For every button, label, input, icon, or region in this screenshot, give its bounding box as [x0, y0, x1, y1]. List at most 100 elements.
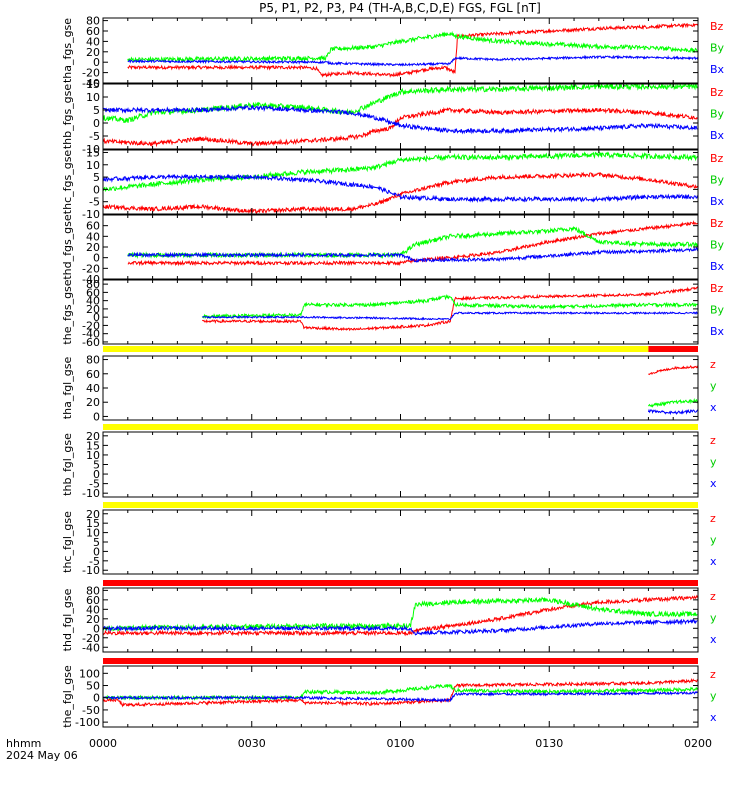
status-segment-bad — [103, 580, 698, 586]
y-tick-label: 40 — [86, 603, 100, 616]
y-axis-label: thd_fgs_gse — [61, 214, 74, 280]
legend-entry: x — [710, 401, 717, 414]
y-tick-label: 60 — [86, 594, 100, 607]
status-segment-ok — [103, 424, 698, 430]
y-tick-label: 80 — [86, 354, 100, 367]
y-axis-label: the_fgl_gse — [61, 665, 74, 728]
y-tick-label: 20 — [86, 508, 100, 521]
series-Bz-line — [103, 171, 698, 214]
series-z-line — [648, 365, 698, 376]
panel-frame — [102, 665, 699, 728]
y-axis-label: tha_fgl_gse — [61, 357, 74, 420]
legend-entry: By — [710, 174, 725, 187]
y-tick-label: -20 — [82, 632, 100, 645]
y-tick-label: 15 — [86, 517, 100, 530]
y-tick-label: 20 — [86, 241, 100, 254]
series-Bz-line — [202, 286, 698, 332]
series-y-line — [647, 397, 698, 408]
time-axis-date: 2024 May 06 — [6, 749, 78, 762]
y-tick-label: 80 — [86, 584, 100, 597]
status-segment-ok — [103, 346, 649, 352]
legend-entry: Bz — [710, 86, 724, 99]
legend-entry: Bz — [710, 217, 724, 230]
legend-entry: z — [710, 358, 716, 371]
legend-entry: Bx — [710, 195, 725, 208]
series-Bx-line — [103, 173, 698, 204]
legend-entry: z — [710, 590, 716, 603]
traces-thb_fgs_gse — [103, 84, 698, 148]
legend-entry: z — [710, 512, 716, 525]
legend-entry: By — [710, 42, 725, 55]
x-tick-label: 0000 — [89, 737, 117, 750]
y-tick-label: 10 — [86, 449, 100, 462]
legend-entry: Bx — [710, 260, 725, 273]
y-tick-label: -5 — [89, 478, 100, 491]
y-tick-label: -20 — [82, 319, 100, 332]
x-tick-label: 0200 — [684, 737, 712, 750]
y-tick-label: -10 — [82, 143, 100, 156]
y-tick-label: 15 — [86, 439, 100, 452]
y-axis-label: thb_fgl_gse — [61, 433, 74, 496]
legend-entry: Bz — [710, 282, 724, 295]
series-z-line — [103, 678, 698, 708]
y-tick-label: -50 — [82, 704, 100, 717]
y-tick-label: 10 — [86, 91, 100, 104]
y-tick-label: 0 — [93, 622, 100, 635]
time-axis-label: hhmm — [6, 737, 41, 750]
y-tick-label: 60 — [86, 25, 100, 38]
legend-entry: y — [710, 456, 717, 469]
y-tick-label: 20 — [86, 613, 100, 626]
y-tick-label: 5 — [93, 459, 100, 472]
y-tick-label: 0 — [93, 56, 100, 69]
series-Bx-line — [127, 246, 698, 263]
y-tick-label: 10 — [86, 527, 100, 540]
panel-frame — [102, 214, 699, 280]
y-tick-label: -5 — [89, 196, 100, 209]
y-tick-label: -10 — [82, 564, 100, 577]
y-tick-label: 60 — [86, 368, 100, 381]
legend-entry: x — [710, 711, 717, 724]
y-tick-label: 0 — [93, 545, 100, 558]
y-tick-label: 10 — [86, 159, 100, 172]
status-segment-ok — [103, 502, 698, 508]
y-tick-label: 0 — [93, 117, 100, 130]
series-x-line — [103, 618, 698, 636]
y-tick-label: 5 — [93, 536, 100, 549]
y-tick-label: -60 — [82, 336, 100, 349]
series-By-line — [103, 151, 698, 192]
series-Bx-line — [127, 54, 698, 67]
y-tick-label: 20 — [86, 303, 100, 316]
status-bar-thc_fgl_gse — [103, 580, 698, 586]
y-tick-label: -10 — [82, 208, 100, 221]
x-tick-label: 0130 — [535, 737, 563, 750]
y-tick-label: -5 — [89, 555, 100, 568]
status-bar-thb_fgl_gse — [103, 502, 698, 508]
plot-title: P5, P1, P2, P3, P4 (TH-A,B,C,D,E) FGS, F… — [259, 1, 541, 15]
legend-entry: Bz — [710, 152, 724, 165]
y-tick-label: 5 — [93, 104, 100, 117]
y-tick-label: -20 — [82, 262, 100, 275]
y-tick-label: 40 — [86, 382, 100, 395]
y-tick-label: 60 — [86, 220, 100, 233]
y-tick-label: 0 — [93, 692, 100, 705]
y-tick-label: 15 — [86, 146, 100, 159]
y-tick-label: 20 — [86, 396, 100, 409]
series-Bx-line — [103, 104, 698, 135]
legend-entry: z — [710, 434, 716, 447]
x-tick-label: 0100 — [387, 737, 415, 750]
legend-entry: x — [710, 555, 717, 568]
x-tick-label: 0030 — [238, 737, 266, 750]
y-axis-label: tha_fgs_gse — [61, 18, 74, 83]
status-bar-the_fgs_gse — [103, 346, 698, 352]
series-By-line — [103, 84, 698, 123]
panel-frame — [102, 509, 699, 575]
series-Bz-line — [103, 106, 698, 148]
y-tick-label: -40 — [82, 641, 100, 654]
